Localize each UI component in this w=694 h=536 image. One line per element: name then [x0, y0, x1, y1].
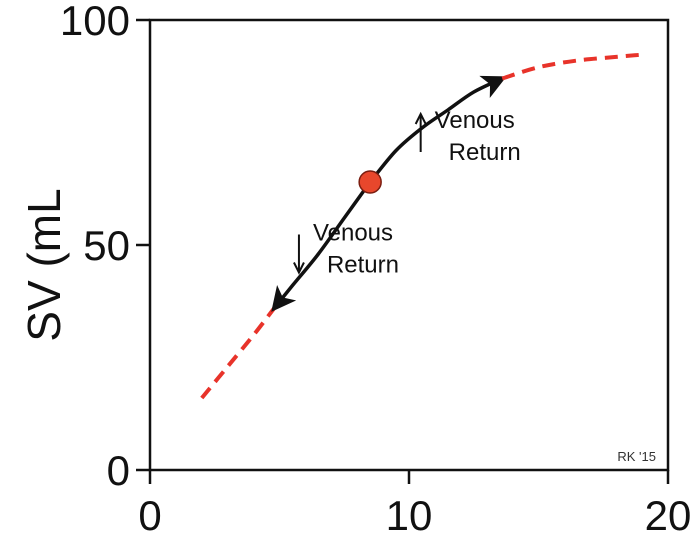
dashed-curve-segment [501, 52, 643, 81]
y-axis-label: SV (mL [18, 188, 70, 341]
operating-point [358, 170, 382, 194]
y-tick-label: 0 [107, 447, 130, 494]
y-tick-label: 50 [83, 222, 130, 269]
annotation-text-line: Venous [435, 107, 515, 134]
series-group [200, 52, 643, 400]
x-tick-label: 0 [138, 492, 161, 536]
dashed-curve-segment [200, 306, 276, 400]
y-tick-label: 100 [60, 0, 130, 44]
annotation: Venous Return [414, 107, 521, 166]
x-tick-label: 10 [386, 492, 433, 536]
up-arrow-head [414, 111, 427, 125]
credit-label: RK '15 [617, 449, 656, 464]
points-group [358, 170, 382, 194]
annotations-group: Venous Return Venous Return [293, 107, 521, 279]
plot-frame [148, 18, 670, 472]
annotation-text-line: Return [449, 139, 521, 166]
annotation: Venous Return [293, 220, 399, 279]
arrow-curve-segment [271, 180, 372, 312]
annotation-text-line: Venous [313, 220, 393, 247]
axes [148, 18, 670, 472]
annotation-text-line: Return [327, 252, 399, 279]
arrow-curve-segment [368, 75, 507, 184]
down-arrow-head [293, 262, 305, 275]
tick-labels: 0 10 20 0 50 100 [60, 0, 691, 536]
x-tick-label: 20 [645, 492, 692, 536]
